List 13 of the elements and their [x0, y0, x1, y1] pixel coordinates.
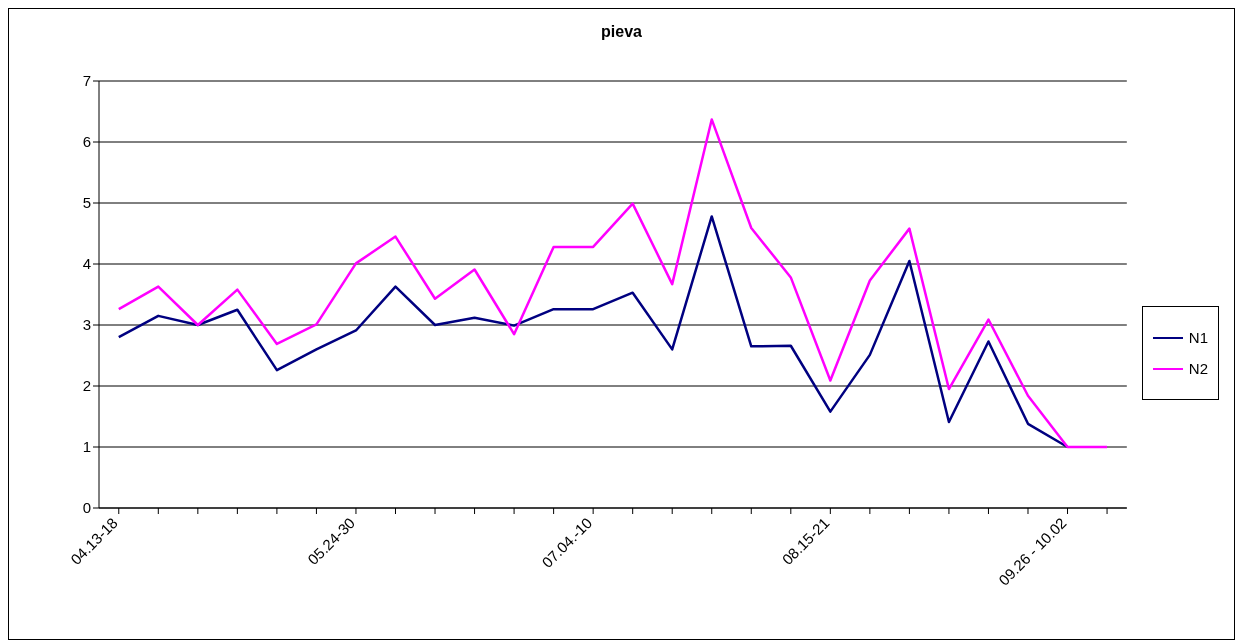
line-series	[117, 118, 1109, 449]
y-tick-label: 4	[82, 255, 91, 273]
y-tick-label: 5	[82, 194, 91, 212]
y-tick-label: 3	[82, 316, 91, 334]
legend-label: N1	[1188, 329, 1208, 346]
y-tick-label: 7	[82, 72, 91, 90]
y-tick-label: 1	[82, 438, 91, 456]
legend-label: N2	[1188, 360, 1208, 377]
chart-title: pieva	[600, 23, 643, 42]
y-tick-label: 2	[82, 377, 91, 395]
line-series	[117, 215, 1069, 449]
y-tick-label: 0	[82, 499, 91, 517]
y-tick-label: 6	[82, 133, 91, 151]
